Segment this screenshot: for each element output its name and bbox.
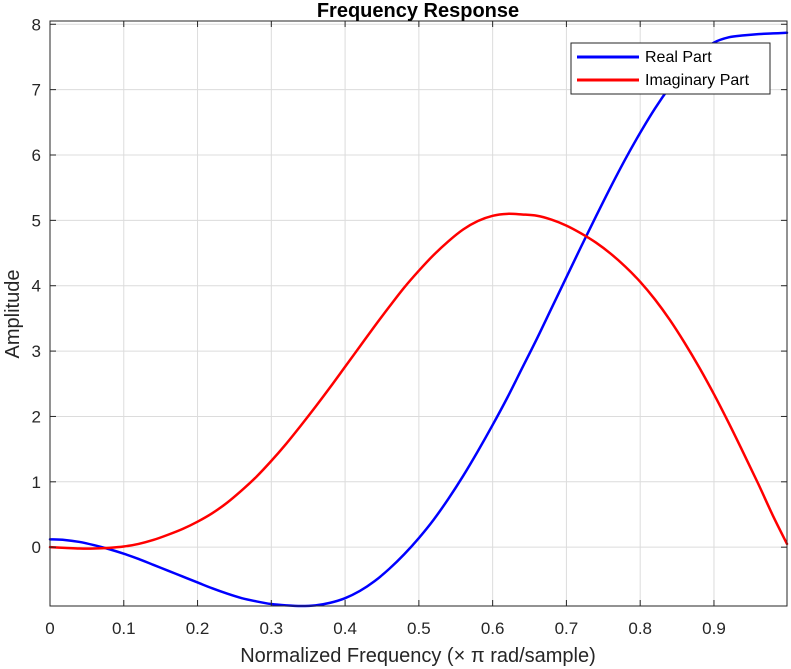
x-tick-label: 0.9 bbox=[702, 619, 726, 638]
x-tick-label: 0.2 bbox=[186, 619, 210, 638]
x-tick-label: 0 bbox=[45, 619, 54, 638]
x-tick-label: 0.5 bbox=[407, 619, 431, 638]
legend-label-real-part: Real Part bbox=[645, 49, 712, 66]
x-tick-label: 0.7 bbox=[555, 619, 579, 638]
y-tick-label: 5 bbox=[32, 211, 41, 230]
y-tick-label: 2 bbox=[32, 407, 41, 426]
y-tick-label: 8 bbox=[32, 15, 41, 34]
y-tick-label: 6 bbox=[32, 146, 41, 165]
y-tick-label: 1 bbox=[32, 473, 41, 492]
y-tick-label: 4 bbox=[32, 277, 41, 296]
x-axis-label: Normalized Frequency (× π rad/sample) bbox=[240, 645, 596, 667]
series-line-imaginary-part bbox=[48, 212, 789, 550]
x-tick-label: 0.1 bbox=[112, 619, 136, 638]
x-tick-label: 0.6 bbox=[481, 619, 505, 638]
chart-title: Frequency Response bbox=[317, 0, 519, 22]
x-tick-label: 0.8 bbox=[628, 619, 652, 638]
legend: Real Part Imaginary Part bbox=[570, 42, 771, 95]
legend-label-imaginary-part: Imaginary Part bbox=[645, 72, 750, 89]
x-tick-label: 0.3 bbox=[260, 619, 284, 638]
y-axis-ticks: 0 1 2 3 4 5 6 7 8 bbox=[32, 15, 787, 557]
y-axis-label: Amplitude bbox=[2, 270, 24, 359]
legend-box bbox=[570, 42, 771, 95]
x-axis-ticks: 0 0.1 0.2 0.3 0.4 0.5 0.6 0.7 0.8 0.9 bbox=[45, 21, 726, 638]
y-tick-label: 3 bbox=[32, 342, 41, 361]
y-tick-label: 7 bbox=[32, 81, 41, 100]
x-tick-label: 0.4 bbox=[333, 619, 357, 638]
y-tick-label: 0 bbox=[32, 538, 41, 557]
